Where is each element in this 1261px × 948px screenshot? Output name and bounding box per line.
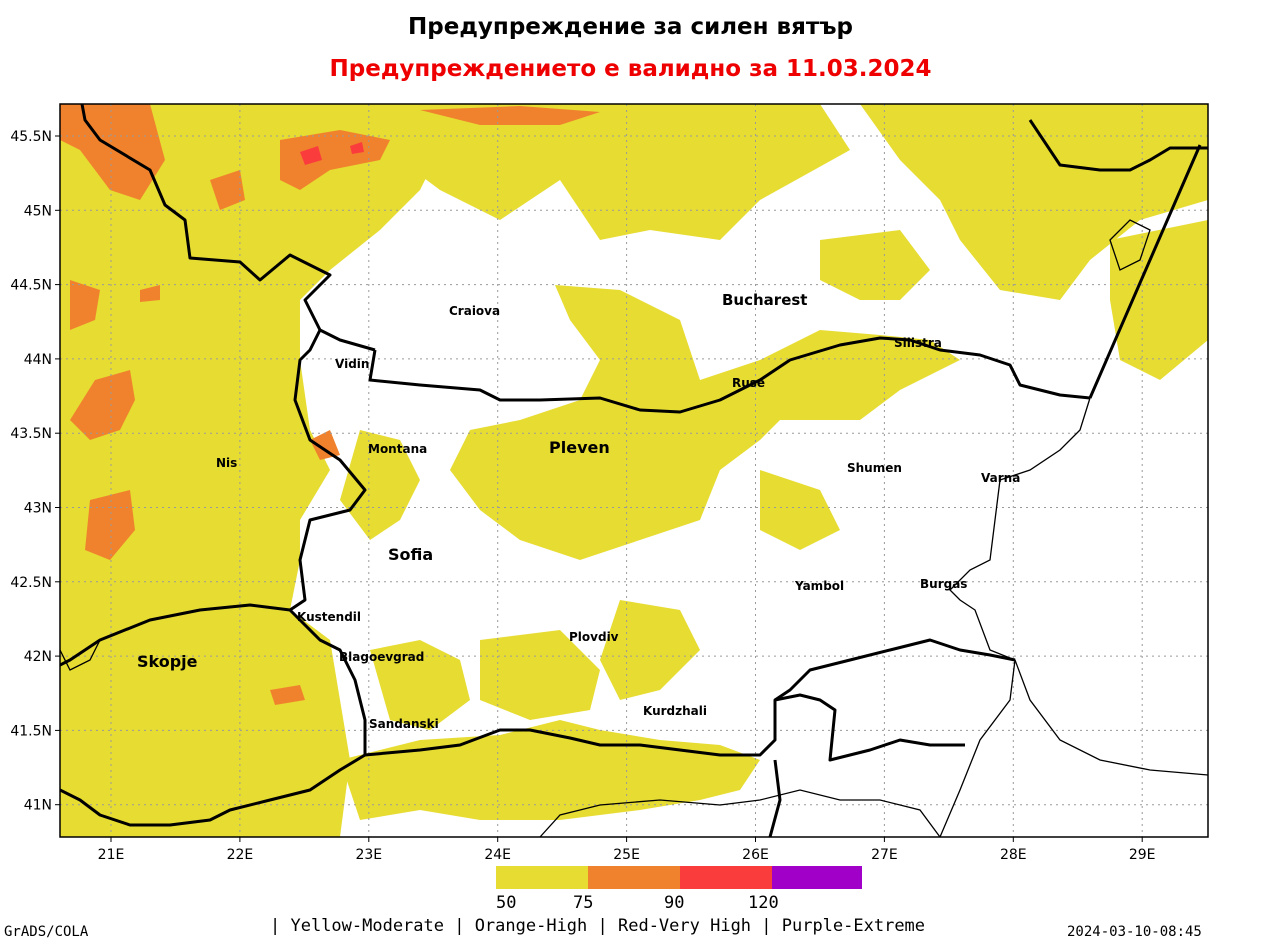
city-montana: Montana — [368, 442, 427, 456]
lon-label: 27E — [871, 847, 898, 863]
lon-label: 21E — [98, 847, 125, 863]
legend-swatch-very-high — [680, 866, 772, 889]
city-shumen: Shumen — [847, 461, 902, 475]
lat-label: 43.5N — [10, 426, 52, 442]
lon-label: 22E — [227, 847, 254, 863]
city-nis: Nis — [216, 456, 237, 470]
city-yambol: Yambol — [794, 579, 844, 593]
city-vidin: Vidin — [335, 357, 369, 371]
city-sandanski: Sandanski — [369, 717, 439, 731]
city-bucharest: Bucharest — [722, 291, 807, 309]
city-varna: Varna — [981, 471, 1020, 485]
lat-label: 45N — [24, 203, 52, 219]
legend-tick-50: 50 — [496, 893, 516, 913]
lon-label: 29E — [1129, 847, 1156, 863]
lon-label: 25E — [613, 847, 640, 863]
legend-description: | Yellow-Moderate | Orange-High | Red-Ve… — [270, 916, 926, 936]
plot-frame — [59, 103, 1209, 838]
lat-label: 44N — [24, 352, 52, 368]
moderate-wind-areas — [60, 104, 1208, 837]
city-craiova: Craiova — [449, 304, 500, 318]
city-silistra: Silistra — [894, 336, 942, 350]
longitude-labels: 21E 22E 23E 24E 25E 26E 27E 28E 29E — [98, 837, 1156, 863]
lat-label: 43N — [24, 501, 52, 517]
lat-label: 41N — [24, 798, 52, 814]
legend-tick-75: 75 — [573, 893, 593, 913]
latitude-labels: 45.5N 45N 44.5N 44N 43.5N 43N 42.5N 42N 41.5N 41N — [10, 129, 60, 814]
city-pleven: Pleven — [549, 438, 610, 457]
lon-label: 28E — [1000, 847, 1027, 863]
lat-label: 41.5N — [10, 723, 52, 739]
lat-label: 42.5N — [10, 575, 52, 591]
graticule — [60, 104, 1208, 837]
legend-tick-120: 120 — [748, 893, 779, 913]
validity-subtitle: Предупреждението е валидно за 11.03.2024 — [329, 56, 932, 82]
bulgaria-border — [60, 104, 1208, 837]
very-high-wind-areas — [300, 142, 364, 165]
lon-label: 24E — [484, 847, 511, 863]
legend-swatch-extreme — [772, 866, 862, 889]
timestamp: 2024-03-10-08:45 — [1067, 924, 1202, 940]
lat-label: 45.5N — [10, 129, 52, 145]
city-burgas: Burgas — [920, 577, 967, 591]
city-blagoevgrad: Blagoevgrad — [339, 650, 424, 664]
page-title: Предупреждение за силен вятър — [408, 14, 853, 40]
city-ruse: Ruse — [732, 376, 765, 390]
lon-label: 23E — [355, 847, 382, 863]
lat-label: 42N — [24, 649, 52, 665]
city-labels: Craiova Bucharest Silistra Vidin Ruse Mo… — [137, 291, 1020, 731]
city-kurdzhali: Kurdzhali — [643, 704, 707, 718]
coastline — [60, 219, 1208, 837]
city-kustendil: Kustendil — [297, 610, 361, 624]
legend-swatch-moderate — [496, 866, 588, 889]
city-sofia: Sofia — [388, 545, 433, 564]
lat-label: 44.5N — [10, 278, 52, 294]
lon-label: 26E — [742, 847, 769, 863]
software-credit: GrADS/COLA — [4, 924, 89, 940]
city-plovdiv: Plovdiv — [569, 630, 619, 644]
city-skopje: Skopje — [137, 652, 198, 671]
color-legend: 50 75 90 120 — [496, 866, 862, 913]
legend-tick-90: 90 — [664, 893, 684, 913]
legend-swatch-high — [588, 866, 680, 889]
